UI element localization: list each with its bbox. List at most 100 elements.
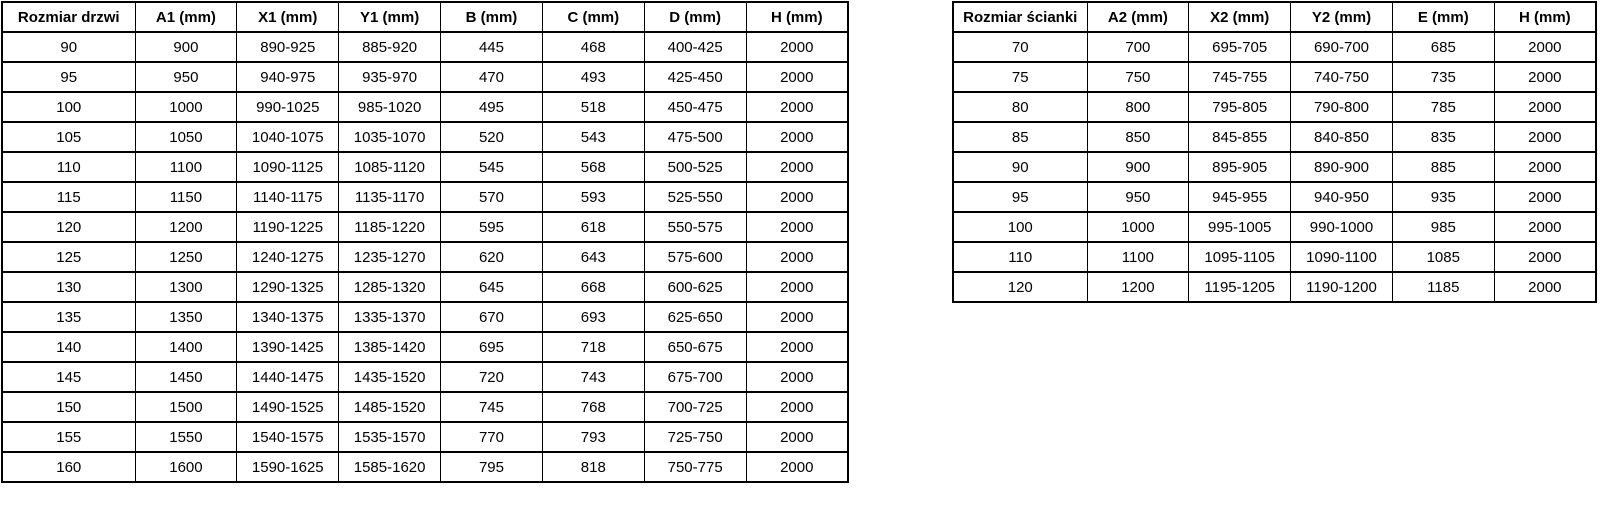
table-cell: 2000 bbox=[745, 421, 849, 453]
table-cell: 1250 bbox=[134, 241, 238, 273]
table-cell: 1485-1520 bbox=[338, 391, 442, 423]
table-cell: 835 bbox=[1391, 121, 1495, 153]
table-cell: 545 bbox=[440, 151, 543, 183]
table-cell: 470 bbox=[440, 61, 543, 93]
table-cell: 890-925 bbox=[236, 31, 340, 63]
table-cell: 400-425 bbox=[643, 31, 747, 63]
table-cell: 1435-1520 bbox=[338, 361, 442, 393]
table-cell: 2000 bbox=[745, 91, 849, 123]
table-cell: 900 bbox=[134, 31, 238, 63]
table-row: 120 1200 1190-1225 1185-1220 595 618 550-575 20… bbox=[1, 211, 849, 243]
table-cell: 1400 bbox=[134, 331, 238, 363]
table-cell: 745-755 bbox=[1188, 61, 1292, 93]
column-header: A2 (mm) bbox=[1086, 1, 1190, 33]
table-cell: 1350 bbox=[134, 301, 238, 333]
table-row: 120 1200 1195-1205 1190-1200 1185 2000 bbox=[952, 271, 1597, 303]
table-cell: 793 bbox=[541, 421, 645, 453]
table-cell: 160 bbox=[1, 451, 136, 483]
table-cell: 2000 bbox=[745, 391, 849, 423]
table-cell: 85 bbox=[952, 121, 1088, 153]
table-cell: 525-550 bbox=[643, 181, 747, 213]
table-cell: 130 bbox=[1, 271, 136, 303]
table-cell: 568 bbox=[541, 151, 645, 183]
table-cell: 120 bbox=[952, 271, 1088, 303]
table-cell: 543 bbox=[541, 121, 645, 153]
table-cell: 800 bbox=[1086, 91, 1190, 123]
table-cell: 725-750 bbox=[643, 421, 747, 453]
table-cell: 995-1005 bbox=[1188, 211, 1292, 243]
table-row: 115 1150 1140-1175 1135-1170 570 593 525-550 20… bbox=[1, 181, 849, 213]
column-header: Rozmiar drzwi bbox=[1, 1, 136, 33]
column-header: H (mm) bbox=[1493, 1, 1597, 33]
table-row: 145 1450 1440-1475 1435-1520 720 743 675-700 20… bbox=[1, 361, 849, 393]
table-cell: 890-900 bbox=[1290, 151, 1393, 183]
table-cell: 120 bbox=[1, 211, 136, 243]
table-cell: 1200 bbox=[134, 211, 238, 243]
table-cell: 695 bbox=[440, 331, 543, 363]
table-cell: 668 bbox=[541, 271, 645, 303]
table-cell: 885-920 bbox=[338, 31, 442, 63]
table-cell: 110 bbox=[952, 241, 1088, 273]
table-cell: 700-725 bbox=[643, 391, 747, 423]
table-cell: 1090-1125 bbox=[236, 151, 340, 183]
table-row: 70 700 695-705 690-700 685 2000 bbox=[952, 31, 1597, 63]
table-cell: 1050 bbox=[134, 121, 238, 153]
table-cell: 105 bbox=[1, 121, 136, 153]
table-row: 80 800 795-805 790-800 785 2000 bbox=[952, 91, 1597, 123]
table-cell: 670 bbox=[440, 301, 543, 333]
table-cell: 1540-1575 bbox=[236, 421, 340, 453]
table-cell: 1035-1070 bbox=[338, 121, 442, 153]
table-cell: 600-625 bbox=[643, 271, 747, 303]
table-cell: 645 bbox=[440, 271, 543, 303]
table-cell: 900 bbox=[1086, 151, 1190, 183]
table-cell: 2000 bbox=[1493, 121, 1597, 153]
table-cell: 1490-1525 bbox=[236, 391, 340, 423]
table-cell: 693 bbox=[541, 301, 645, 333]
table-cell: 2000 bbox=[745, 301, 849, 333]
table-cell: 1440-1475 bbox=[236, 361, 340, 393]
column-header: B (mm) bbox=[440, 1, 543, 33]
table-cell: 618 bbox=[541, 211, 645, 243]
table-row: 100 1000 995-1005 990-1000 985 2000 bbox=[952, 211, 1597, 243]
table-row: 110 1100 1090-1125 1085-1120 545 568 500-525 20… bbox=[1, 151, 849, 183]
table-cell: 2000 bbox=[745, 241, 849, 273]
table-cell: 1000 bbox=[1086, 211, 1190, 243]
table-cell: 2000 bbox=[745, 271, 849, 303]
table-cell: 1590-1625 bbox=[236, 451, 340, 483]
table-cell: 1100 bbox=[134, 151, 238, 183]
table-row: 135 1350 1340-1375 1335-1370 670 693 625-650 20… bbox=[1, 301, 849, 333]
table-cell: 850 bbox=[1086, 121, 1190, 153]
table-cell: 1200 bbox=[1086, 271, 1190, 303]
table-cell: 720 bbox=[440, 361, 543, 393]
table-cell: 2000 bbox=[1493, 181, 1597, 213]
table-row: 100 1000 990-1025 985-1020 495 518 450-475 2000 bbox=[1, 91, 849, 123]
table-cell: 1240-1275 bbox=[236, 241, 340, 273]
column-header: X1 (mm) bbox=[236, 1, 340, 33]
table-cell: 2000 bbox=[745, 121, 849, 153]
table-cell: 700 bbox=[1086, 31, 1190, 63]
table-cell: 1600 bbox=[134, 451, 238, 483]
table-cell: 650-675 bbox=[643, 331, 747, 363]
door-table-header-row: Rozmiar drzwi A1 (mm) X1 (mm) Y1 (mm) B (mm)… bbox=[1, 1, 849, 33]
table-cell: 100 bbox=[952, 211, 1088, 243]
table-row: 90 900 895-905 890-900 885 2000 bbox=[952, 151, 1597, 183]
table-cell: 110 bbox=[1, 151, 136, 183]
table-cell: 990-1025 bbox=[236, 91, 340, 123]
column-header: X2 (mm) bbox=[1188, 1, 1292, 33]
wall-table-header-row: Rozmiar ścianki A2 (mm) X2 (mm) Y2 (mm) E (m… bbox=[952, 1, 1597, 33]
table-cell: 135 bbox=[1, 301, 136, 333]
table-cell: 2000 bbox=[745, 181, 849, 213]
table-cell: 1100 bbox=[1086, 241, 1190, 273]
table-cell: 80 bbox=[952, 91, 1088, 123]
table-cell: 2000 bbox=[745, 331, 849, 363]
table-cell: 795-805 bbox=[1188, 91, 1292, 123]
table-cell: 935-970 bbox=[338, 61, 442, 93]
column-header: A1 (mm) bbox=[134, 1, 238, 33]
table-cell: 985-1020 bbox=[338, 91, 442, 123]
table-cell: 845-855 bbox=[1188, 121, 1292, 153]
table-cell: 1385-1420 bbox=[338, 331, 442, 363]
table-cell: 695-705 bbox=[1188, 31, 1292, 63]
table-row: 105 1050 1040-1075 1035-1070 520 543 475-500 20… bbox=[1, 121, 849, 153]
table-cell: 425-450 bbox=[643, 61, 747, 93]
